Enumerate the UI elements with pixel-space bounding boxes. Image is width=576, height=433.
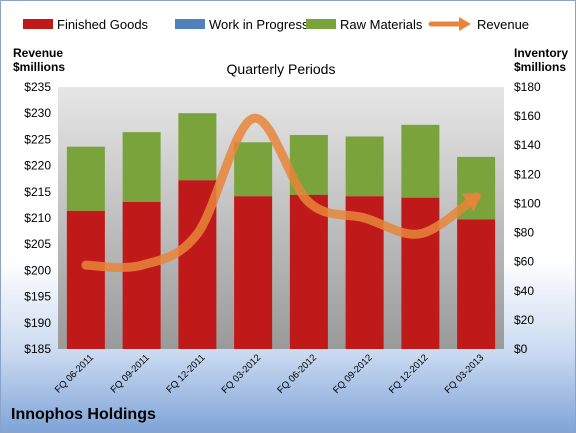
right-tick-label: $160 (514, 109, 541, 123)
bar-raw-materials (345, 136, 384, 197)
x-tick-label: FQ 12-2011 (164, 352, 207, 395)
bar-raw-materials (234, 142, 273, 197)
legend-label-revenue: Revenue (477, 17, 529, 32)
right-tick-label: $140 (514, 138, 541, 152)
right-tick-label: $80 (514, 226, 534, 240)
x-tick-label: FQ 09-2012 (331, 352, 375, 396)
bars (66, 113, 496, 349)
right-axis-ticks: $0 $20 $40 $60 $80 $100 $120 $140 $160 $180 (514, 80, 541, 356)
legend-label-finished-goods: Finished Goods (57, 17, 149, 32)
right-tick-label: $120 (514, 167, 541, 181)
right-tick-label: $180 (514, 80, 541, 94)
left-tick-label: $190 (24, 316, 51, 330)
legend-swatch-raw-materials (306, 19, 336, 29)
bar-finished-goods (234, 196, 273, 349)
left-tick-label: $205 (24, 237, 51, 251)
bar-finished-goods (457, 219, 496, 349)
left-tick-label: $195 (24, 290, 51, 304)
x-tick-label: FQ 03-2013 (443, 352, 487, 396)
revenue-arrow-head (461, 193, 482, 212)
left-tick-label: $210 (24, 211, 51, 225)
right-tick-label: $20 (514, 313, 534, 327)
x-axis-ticks: FQ 06-2011 FQ 09-2011 FQ 12-2011 FQ 03-2012… (53, 352, 486, 396)
x-tick-label: FQ 09-2011 (109, 352, 152, 395)
bar-raw-materials (178, 113, 217, 181)
x-tick-label: FQ 12-2012 (387, 352, 431, 396)
chart-title: Quarterly Periods (227, 61, 336, 77)
legend-arrow-icon (459, 17, 471, 31)
left-tick-label: $185 (24, 342, 51, 356)
legend: Finished Goods Work in Progress Raw Materi… (23, 17, 529, 32)
left-axis-ticks: $185 $190 $195 $200 $205 $210 $215 $220 $225 $230… (24, 80, 51, 356)
bar-finished-goods (122, 201, 161, 349)
left-tick-label: $215 (24, 185, 51, 199)
legend-label-raw-materials: Raw Materials (340, 17, 423, 32)
left-axis-title-line2: $millions (13, 60, 65, 74)
right-tick-label: $100 (514, 196, 541, 210)
legend-label-work-in-progress: Work in Progress (209, 17, 309, 32)
left-tick-label: $200 (24, 263, 51, 277)
left-axis-title-line1: Revenue (13, 46, 63, 60)
left-tick-label: $220 (24, 159, 51, 173)
right-tick-label: $0 (514, 342, 528, 356)
left-tick-label: $225 (24, 132, 51, 146)
right-axis-title-line1: Inventory (514, 46, 568, 60)
x-tick-label: FQ 03-2012 (220, 352, 264, 396)
x-tick-label: FQ 06-2011 (53, 352, 96, 395)
bar-raw-materials (401, 124, 440, 198)
right-tick-label: $60 (514, 255, 534, 269)
left-tick-label: $235 (24, 80, 51, 94)
bar-raw-materials (122, 132, 161, 202)
bar-finished-goods (289, 194, 328, 349)
x-tick-label: FQ 06-2012 (275, 352, 319, 396)
revenue-line-group (81, 113, 482, 272)
bar-raw-materials (66, 146, 105, 211)
bar-finished-goods (401, 197, 440, 349)
right-tick-label: $40 (514, 284, 534, 298)
legend-swatch-finished-goods (23, 19, 53, 29)
bar-finished-goods (66, 210, 105, 349)
left-tick-label: $230 (24, 106, 51, 120)
right-axis-title-line2: $millions (514, 60, 566, 74)
company-name: Innophos Holdings (11, 406, 156, 423)
legend-swatch-work-in-progress (175, 19, 205, 29)
revenue-line (81, 113, 481, 272)
